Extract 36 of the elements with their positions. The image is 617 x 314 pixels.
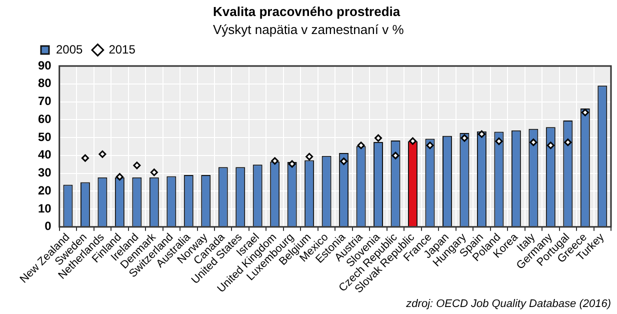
point xyxy=(340,158,348,166)
point xyxy=(271,157,279,165)
point xyxy=(81,154,89,162)
y-tick-label: 20 xyxy=(38,183,52,198)
point xyxy=(306,152,314,160)
y-tick-label: 90 xyxy=(38,58,52,72)
y-tick-label: 30 xyxy=(38,166,52,180)
y-tick-label: 40 xyxy=(38,148,52,162)
point xyxy=(495,138,503,146)
point xyxy=(546,142,554,150)
point xyxy=(98,150,106,158)
legend-label: 2015 xyxy=(108,42,136,56)
y-tick-label: 0 xyxy=(44,219,52,234)
point xyxy=(426,142,434,150)
y-tick-label: 80 xyxy=(38,76,52,90)
point xyxy=(460,134,468,142)
point xyxy=(392,152,400,160)
point xyxy=(150,168,158,176)
point xyxy=(116,173,124,181)
chart-title: Kvalita pracovného prostredia xyxy=(213,4,400,19)
point xyxy=(288,160,296,168)
y-tick-label: 50 xyxy=(38,130,52,144)
point xyxy=(530,138,538,146)
point xyxy=(581,108,589,116)
point xyxy=(409,137,416,145)
point xyxy=(374,134,382,142)
y-tick-label: 10 xyxy=(38,201,52,216)
legend-label: 2005 xyxy=(56,42,84,56)
point xyxy=(564,138,572,146)
point xyxy=(357,142,365,150)
point xyxy=(133,162,141,170)
y-tick-label: 70 xyxy=(38,94,52,108)
y-tick-label: 60 xyxy=(38,112,52,126)
text: zdroj: OECD Job Quality Database (2016) xyxy=(406,298,611,310)
point xyxy=(478,130,486,138)
chart-subtitle: Výskyt napätia v zamestnaní v % xyxy=(213,22,404,37)
